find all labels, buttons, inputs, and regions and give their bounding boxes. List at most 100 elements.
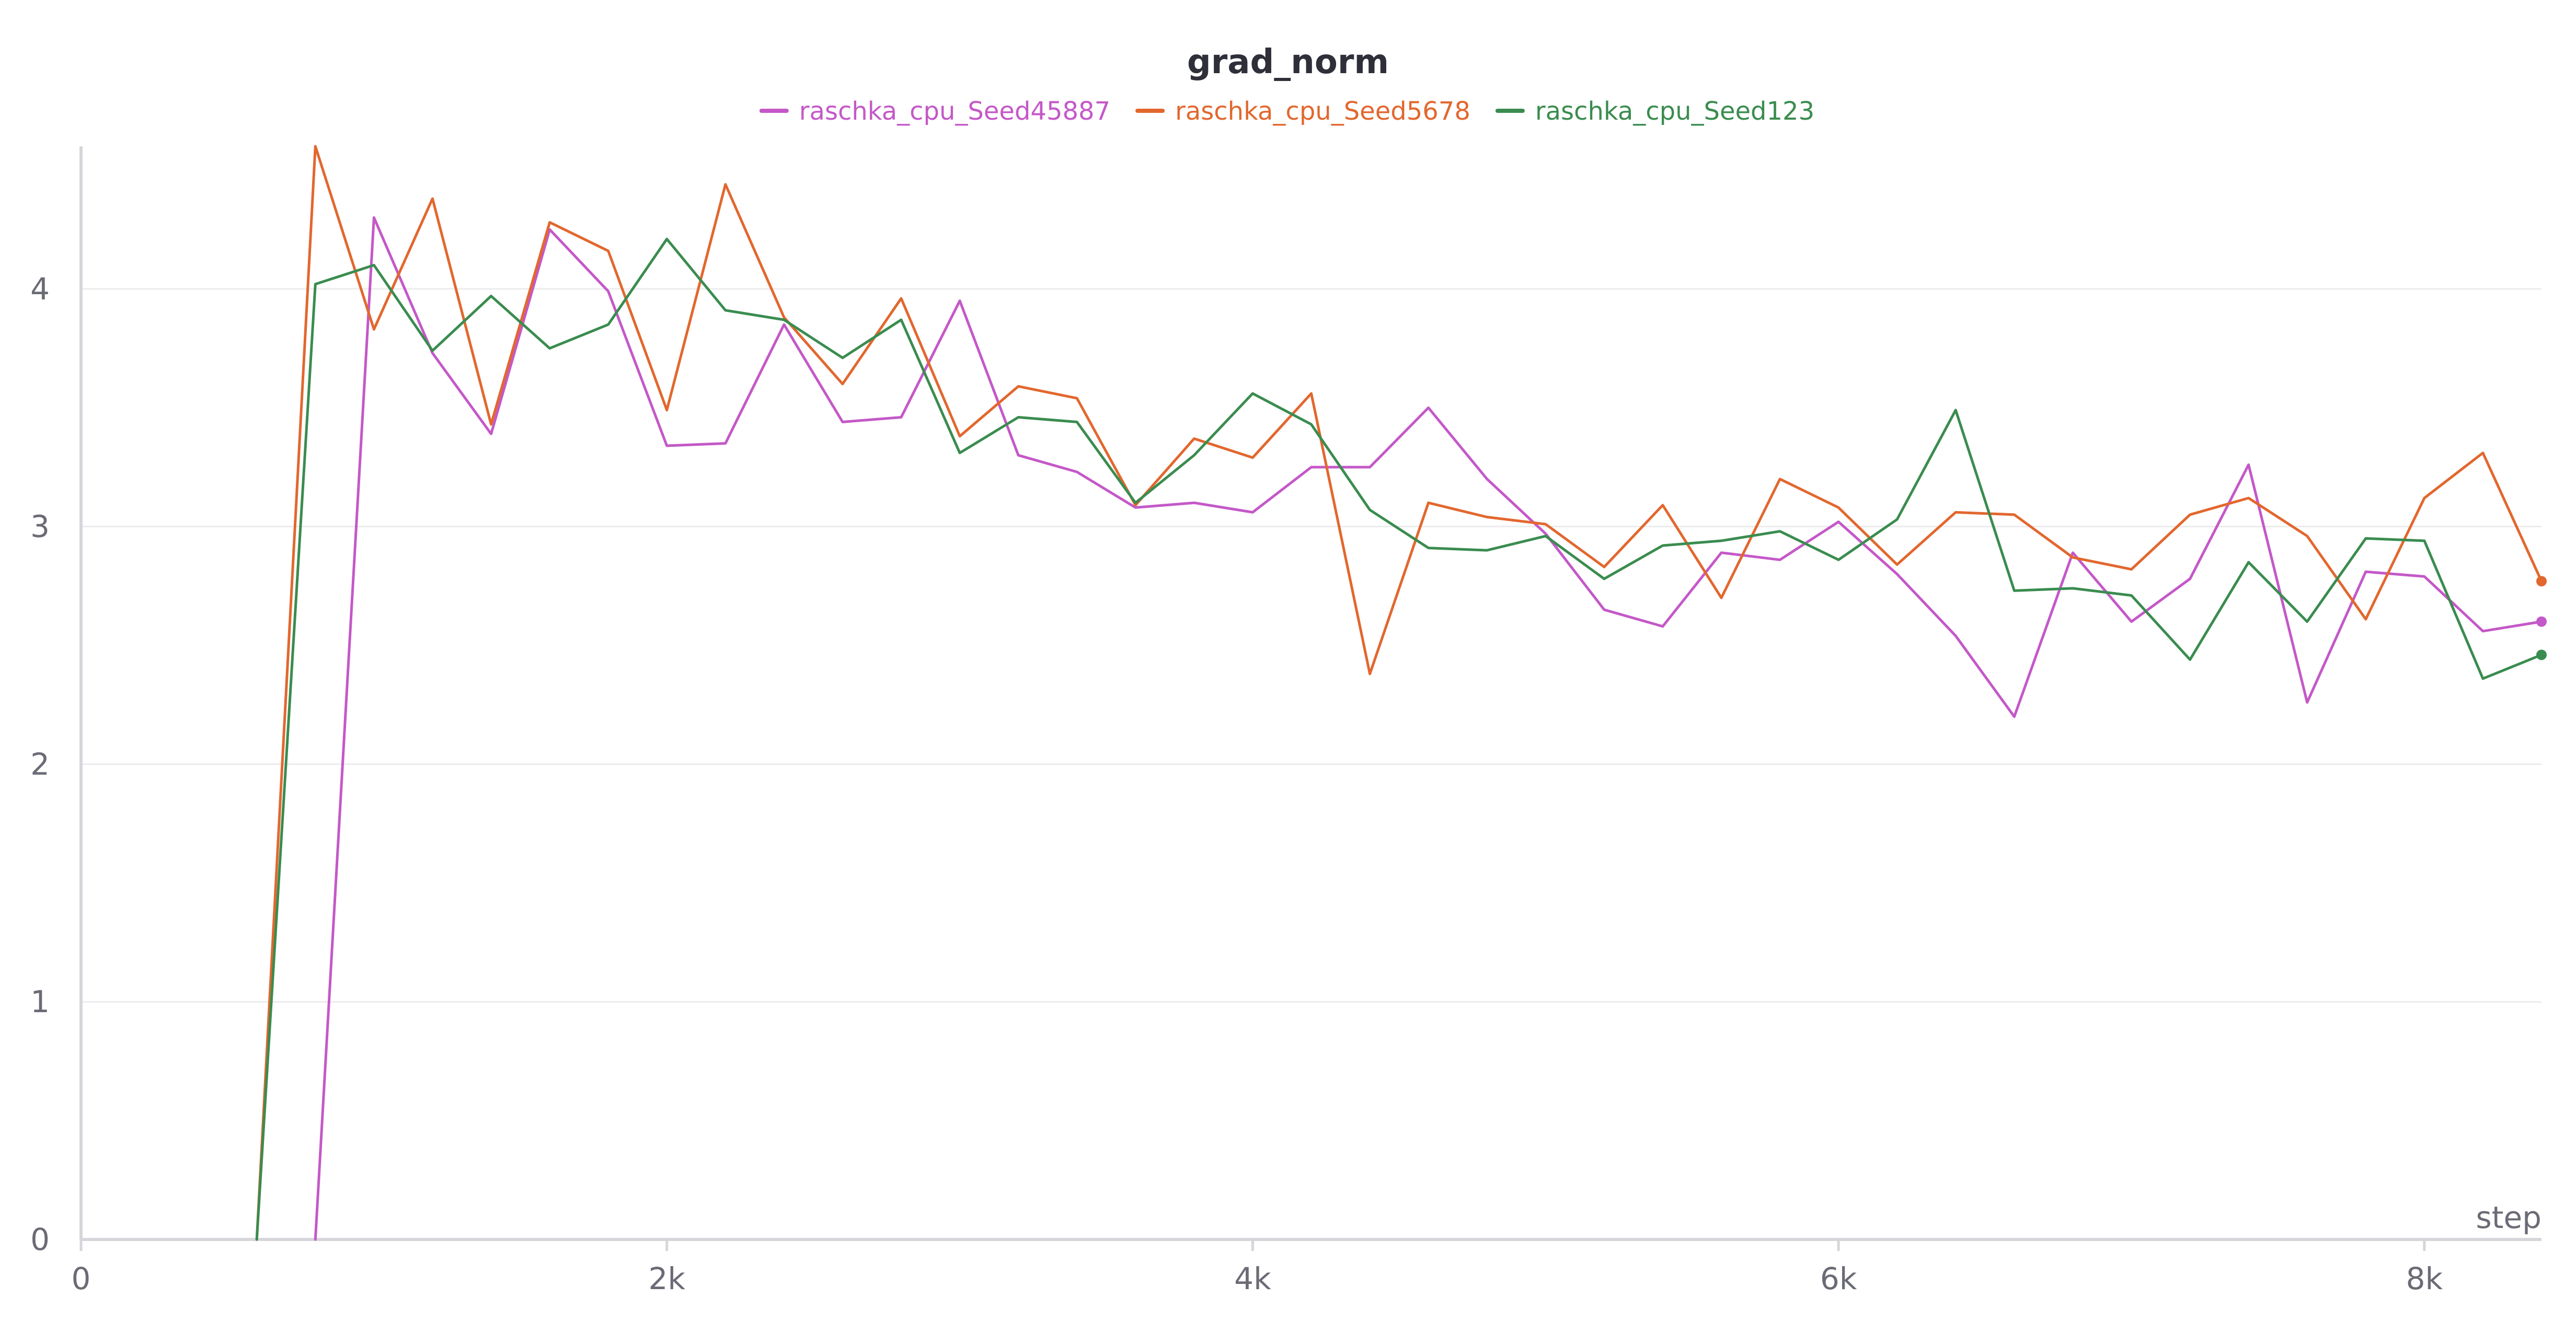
data-point [2482, 678, 2483, 679]
data-point [2365, 619, 2366, 620]
data-point [2014, 514, 2015, 515]
data-point [1779, 559, 1780, 560]
data-point [666, 410, 668, 411]
data-point [1311, 424, 1312, 425]
x-tick-label: 0 [72, 1261, 91, 1296]
data-point [1370, 509, 1371, 511]
data-point [1428, 548, 1429, 549]
data-point [2365, 571, 2366, 572]
data-point [2190, 578, 2191, 580]
data-point [1370, 674, 1371, 675]
data-point [1370, 467, 1371, 468]
data-point [1721, 540, 1722, 541]
data-point [1076, 471, 1077, 472]
x-axis-label: step [2476, 1200, 2542, 1235]
data-point [1896, 564, 1898, 565]
series-line [255, 145, 2543, 1241]
data-point [1252, 393, 1253, 394]
data-point [1135, 505, 1136, 506]
data-point [1428, 502, 1429, 503]
data-point [491, 296, 492, 297]
data-point [315, 284, 316, 285]
series-2 [255, 145, 2547, 1241]
series-group [255, 145, 2547, 1241]
data-point [1896, 574, 1898, 575]
data-point [2424, 576, 2425, 577]
y-tick-label: 2 [30, 746, 50, 782]
data-point [1018, 455, 1019, 456]
legend-label: raschka_cpu_Seed5678 [1175, 97, 1470, 126]
data-point [549, 222, 550, 223]
data-point [959, 453, 960, 454]
data-point [2482, 453, 2483, 454]
data-point [1662, 626, 1663, 627]
data-point [1721, 552, 1722, 553]
data-point [1604, 566, 1605, 567]
x-tick-label: 4k [1234, 1261, 1271, 1296]
chart-title: grad_norm [1187, 43, 1389, 82]
axes: 0 1 2 3 4 0 2k 4k 6k 8k [30, 146, 2542, 1296]
data-point [1487, 550, 1488, 551]
data-point [432, 353, 433, 354]
series-3 [255, 237, 2547, 1241]
data-point [373, 264, 374, 265]
data-point [1604, 609, 1605, 610]
data-point [784, 324, 785, 325]
data-point [2072, 588, 2073, 589]
x-tick-label: 8k [2406, 1261, 2443, 1296]
data-point [1779, 531, 1780, 532]
series-1 [314, 216, 2547, 1241]
data-point [549, 348, 550, 349]
data-point [1779, 479, 1780, 480]
data-point [1896, 519, 1898, 520]
data-point [2248, 497, 2249, 499]
data-point [1955, 410, 1956, 411]
data-point [1545, 536, 1546, 537]
data-point [666, 445, 668, 446]
data-point [1487, 516, 1488, 517]
data-point [373, 217, 374, 218]
y-tick-label: 0 [30, 1222, 50, 1257]
data-point [1545, 533, 1546, 534]
data-point [1838, 559, 1839, 560]
data-point [1311, 393, 1312, 394]
series-endpoint [2536, 616, 2547, 627]
data-point [842, 384, 843, 385]
data-point [432, 350, 433, 351]
data-point [315, 1239, 316, 1240]
series-endpoint [2536, 576, 2547, 587]
data-point [608, 324, 609, 325]
data-point [959, 436, 960, 437]
data-point [1721, 597, 1722, 598]
data-point [2482, 631, 2483, 632]
data-point [1662, 545, 1663, 546]
data-point [842, 357, 843, 358]
data-point [784, 317, 785, 318]
legend-item: raschka_cpu_Seed45887 [759, 97, 1110, 126]
series-line [255, 237, 2543, 1241]
data-point [2248, 562, 2249, 563]
data-point [2190, 659, 2191, 660]
data-point [2424, 497, 2425, 499]
data-point [901, 298, 902, 299]
data-point [784, 319, 785, 320]
legend-label: raschka_cpu_Seed45887 [799, 97, 1110, 126]
legend: raschka_cpu_Seed45887 raschka_cpu_Seed567… [759, 97, 1814, 126]
y-tick-label: 1 [30, 984, 50, 1019]
legend-item: raschka_cpu_Seed123 [1495, 97, 1814, 126]
data-point [1604, 578, 1605, 580]
legend-item: raschka_cpu_Seed5678 [1135, 97, 1470, 126]
data-point [2072, 557, 2073, 558]
data-point [2131, 621, 2132, 622]
data-point [725, 184, 726, 185]
data-point [901, 319, 902, 320]
grid-lines [81, 288, 2542, 1003]
data-point [608, 291, 609, 292]
data-point [842, 422, 843, 423]
data-point [373, 329, 374, 330]
data-point [432, 198, 433, 199]
data-point [2307, 702, 2308, 703]
data-point [315, 146, 316, 147]
data-point [608, 250, 609, 251]
